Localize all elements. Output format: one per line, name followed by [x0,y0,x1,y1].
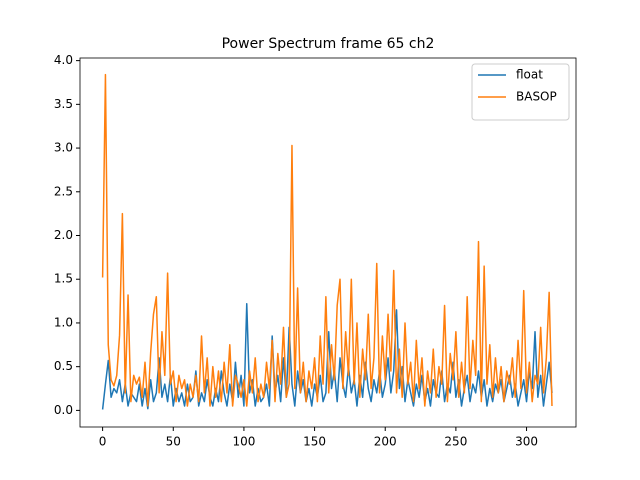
y-tick-label: 0.5 [54,359,73,373]
x-tick-label: 150 [303,435,326,449]
plot-frame [79,57,577,428]
y-tick-label: 3.5 [54,97,73,111]
series-line [101,73,553,407]
x-tick-label: 0 [99,435,107,449]
x-tick-label: 250 [444,435,467,449]
y-tick-label: 2.0 [54,228,73,242]
x-tick-label: 200 [374,435,397,449]
x-tick-label: 100 [232,435,255,449]
legend-label: float [516,68,543,82]
y-tick-label: 0.0 [54,403,73,417]
y-tick-label: 1.5 [54,272,73,286]
y-tick-label: 1.0 [54,315,73,329]
y-tick-label: 2.5 [54,184,73,198]
chart-title: Power Spectrum frame 65 ch2 [222,36,435,52]
x-tick-label: 50 [166,435,181,449]
legend-box [471,63,570,121]
y-tick-label: 4.0 [54,53,73,67]
x-tick-label: 300 [515,435,538,449]
legend-label: BASOP [516,90,557,104]
y-tick-label: 3.0 [54,141,73,155]
